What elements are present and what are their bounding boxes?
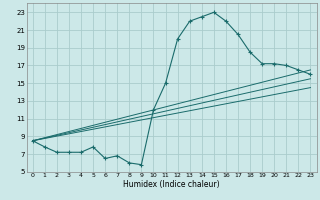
- X-axis label: Humidex (Indice chaleur): Humidex (Indice chaleur): [123, 180, 220, 189]
